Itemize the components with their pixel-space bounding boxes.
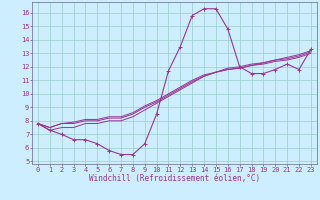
- X-axis label: Windchill (Refroidissement éolien,°C): Windchill (Refroidissement éolien,°C): [89, 174, 260, 183]
